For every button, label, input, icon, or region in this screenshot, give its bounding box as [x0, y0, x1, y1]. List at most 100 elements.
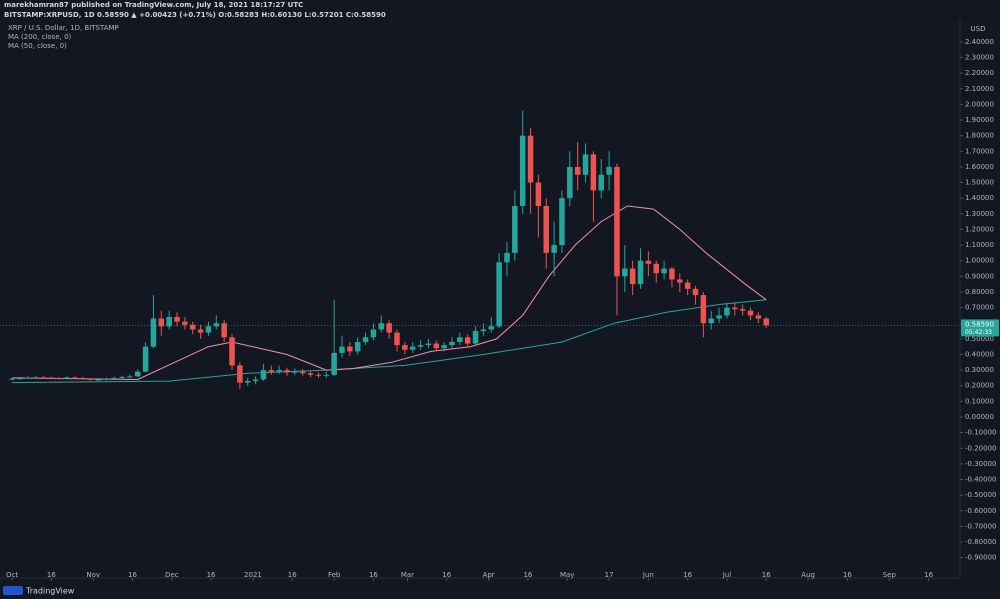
x-tick-label: Jul — [722, 571, 732, 579]
candle-body — [606, 166, 612, 175]
y-tick-label: 0.80000 — [965, 288, 994, 296]
y-tick-label: 2.10000 — [965, 85, 994, 93]
x-tick-label: Oct — [6, 571, 18, 579]
y-tick-label: 1.10000 — [965, 241, 994, 249]
candle-body — [142, 346, 149, 372]
y-tick-label: 0.90000 — [965, 272, 994, 280]
y-tick-label: 1.20000 — [965, 225, 994, 233]
x-tick-label: 16 — [369, 571, 378, 579]
y-tick-label: 2.30000 — [965, 54, 994, 62]
x-tick-label: Dec — [165, 571, 179, 579]
candle-body — [111, 377, 117, 379]
candle-body — [535, 182, 542, 206]
x-tick-label: Mar — [401, 571, 414, 579]
chart-title: marekhamran87 published on TradingView.c… — [4, 1, 303, 9]
candle-body — [512, 206, 518, 253]
candle-body — [567, 166, 573, 199]
candle-body — [150, 318, 157, 347]
x-tick-label: Apr — [483, 571, 495, 579]
x-tick-label: 16 — [762, 571, 771, 579]
y-tick-label: -0.40000 — [965, 476, 996, 484]
candle-body — [653, 263, 659, 274]
candle-body — [519, 135, 526, 206]
x-tick-label: May — [560, 571, 574, 579]
candle-body — [166, 316, 172, 327]
candle-body — [614, 166, 620, 277]
candle-body — [692, 288, 699, 296]
y-tick-label: 2.00000 — [965, 100, 994, 108]
candle-body — [457, 337, 463, 342]
x-tick-label: 17 — [605, 571, 614, 579]
x-tick-label: 16 — [128, 571, 137, 579]
candle-body — [645, 260, 652, 264]
legend-title: XRP / U.S. Dollar, 1D, BITSTAMP — [8, 24, 119, 32]
y-tick-label: 0.40000 — [965, 350, 994, 358]
candle-body — [197, 329, 204, 333]
candle-body — [669, 268, 675, 280]
candle-body — [582, 154, 589, 175]
candle-body — [260, 370, 267, 380]
candle-body — [574, 166, 581, 175]
candle-body — [716, 315, 722, 319]
candle-body — [189, 324, 196, 330]
y-tick-label: 1.80000 — [965, 132, 994, 140]
candle-body — [700, 295, 707, 324]
candle-body — [708, 318, 714, 324]
y-tick-label: -0.60000 — [965, 507, 996, 515]
candle-body — [315, 374, 322, 376]
candle-body — [119, 376, 125, 378]
candle-body — [472, 331, 479, 344]
candle-body — [496, 262, 502, 327]
candle-body — [127, 376, 133, 378]
candle-body — [80, 377, 86, 379]
y-tick-label: -0.10000 — [965, 429, 996, 437]
candle-body — [598, 174, 604, 191]
candle-body — [747, 310, 754, 316]
y-tick-label: 1.50000 — [965, 179, 994, 187]
y-tick-label: -0.50000 — [965, 491, 996, 499]
legend-entry: MA (50, close, 0) — [8, 42, 67, 50]
candle-body — [213, 323, 220, 327]
candle-body — [25, 377, 31, 379]
y-tick-label: 1.00000 — [965, 257, 994, 265]
y-tick-label: 2.20000 — [965, 69, 994, 77]
candle-body — [590, 154, 597, 191]
candle-body — [87, 378, 94, 380]
candle-body — [134, 371, 141, 377]
y-tick-label: 0.30000 — [965, 366, 994, 374]
candle-body — [244, 381, 251, 383]
y-tick-label: -0.70000 — [965, 522, 996, 530]
candle-body — [362, 337, 369, 342]
candle-body — [40, 377, 47, 379]
candle-body — [488, 326, 495, 330]
candle-body — [354, 341, 361, 352]
brand[interactable]: TradingView — [25, 587, 75, 596]
candle-body — [182, 321, 188, 325]
candle-body — [268, 370, 275, 372]
last-price-tag — [961, 319, 999, 337]
candle-body — [441, 345, 447, 349]
y-tick-label: 0.70000 — [965, 304, 994, 312]
candle-body — [527, 135, 534, 183]
candle-body — [433, 343, 440, 349]
candle-body — [158, 318, 165, 327]
y-tick-label: -0.30000 — [965, 460, 996, 468]
candle-body — [378, 323, 385, 330]
candle-body — [276, 370, 282, 372]
x-tick-label: Sep — [883, 571, 897, 579]
candle-body — [221, 323, 227, 338]
candle-body — [402, 345, 408, 350]
x-tick-label: Aug — [801, 571, 815, 579]
candle-body — [417, 345, 424, 347]
candle-body — [64, 377, 70, 379]
candle-body — [103, 378, 110, 380]
candle-body — [409, 346, 416, 350]
candle-body — [559, 198, 565, 246]
x-tick-label: 16 — [683, 571, 692, 579]
y-tick-label: 0.10000 — [965, 397, 994, 405]
candle-body — [17, 378, 23, 380]
candle-body — [370, 329, 377, 338]
moving-average — [11, 205, 767, 381]
candle-body — [48, 377, 55, 379]
